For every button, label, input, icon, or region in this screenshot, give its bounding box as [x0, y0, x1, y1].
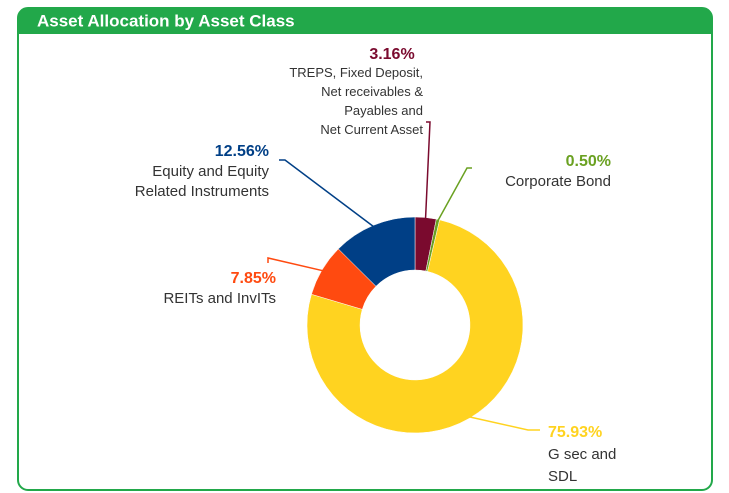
leader-line	[436, 167, 472, 222]
leader-line	[424, 121, 431, 220]
category-line: Net Current Asset	[320, 122, 423, 137]
value-label: 3.16%	[369, 46, 414, 63]
donut-slice	[306, 219, 524, 434]
category-line: Payables and	[344, 103, 423, 118]
leader-line	[468, 415, 540, 431]
category-label: TREPS, Fixed Deposit, Net receivables & Pa…	[289, 65, 423, 137]
leader-line	[267, 257, 324, 272]
category-line: Related Instruments	[135, 183, 269, 200]
category-line: SDL	[548, 468, 577, 485]
value-label: 0.50%	[566, 153, 611, 170]
category-label: Equity and Equity Related Instruments	[135, 163, 270, 200]
header-bar	[18, 8, 712, 34]
category-label: REITs and InvITs	[163, 290, 276, 307]
category-label: Corporate Bond	[505, 173, 611, 190]
chart-title: Asset Allocation by Asset Class	[37, 11, 295, 30]
donut-slice	[337, 216, 416, 287]
leader-line	[279, 159, 375, 228]
category-line: TREPS, Fixed Deposit,	[289, 65, 423, 80]
value-label: 75.93%	[548, 424, 602, 441]
category-line: Equity and Equity	[152, 163, 269, 180]
category-line: REITs and InvITs	[163, 290, 276, 307]
value-label: 12.56%	[215, 143, 269, 160]
category-label: G sec and SDL	[548, 446, 616, 485]
value-label: 7.85%	[231, 270, 276, 287]
category-line: Corporate Bond	[505, 173, 611, 190]
category-line: G sec and	[548, 446, 616, 463]
category-line: Net receivables &	[321, 84, 423, 99]
